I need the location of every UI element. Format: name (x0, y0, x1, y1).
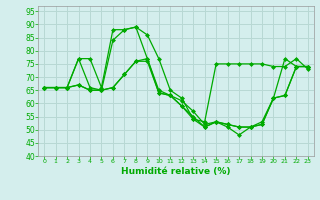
X-axis label: Humidité relative (%): Humidité relative (%) (121, 167, 231, 176)
